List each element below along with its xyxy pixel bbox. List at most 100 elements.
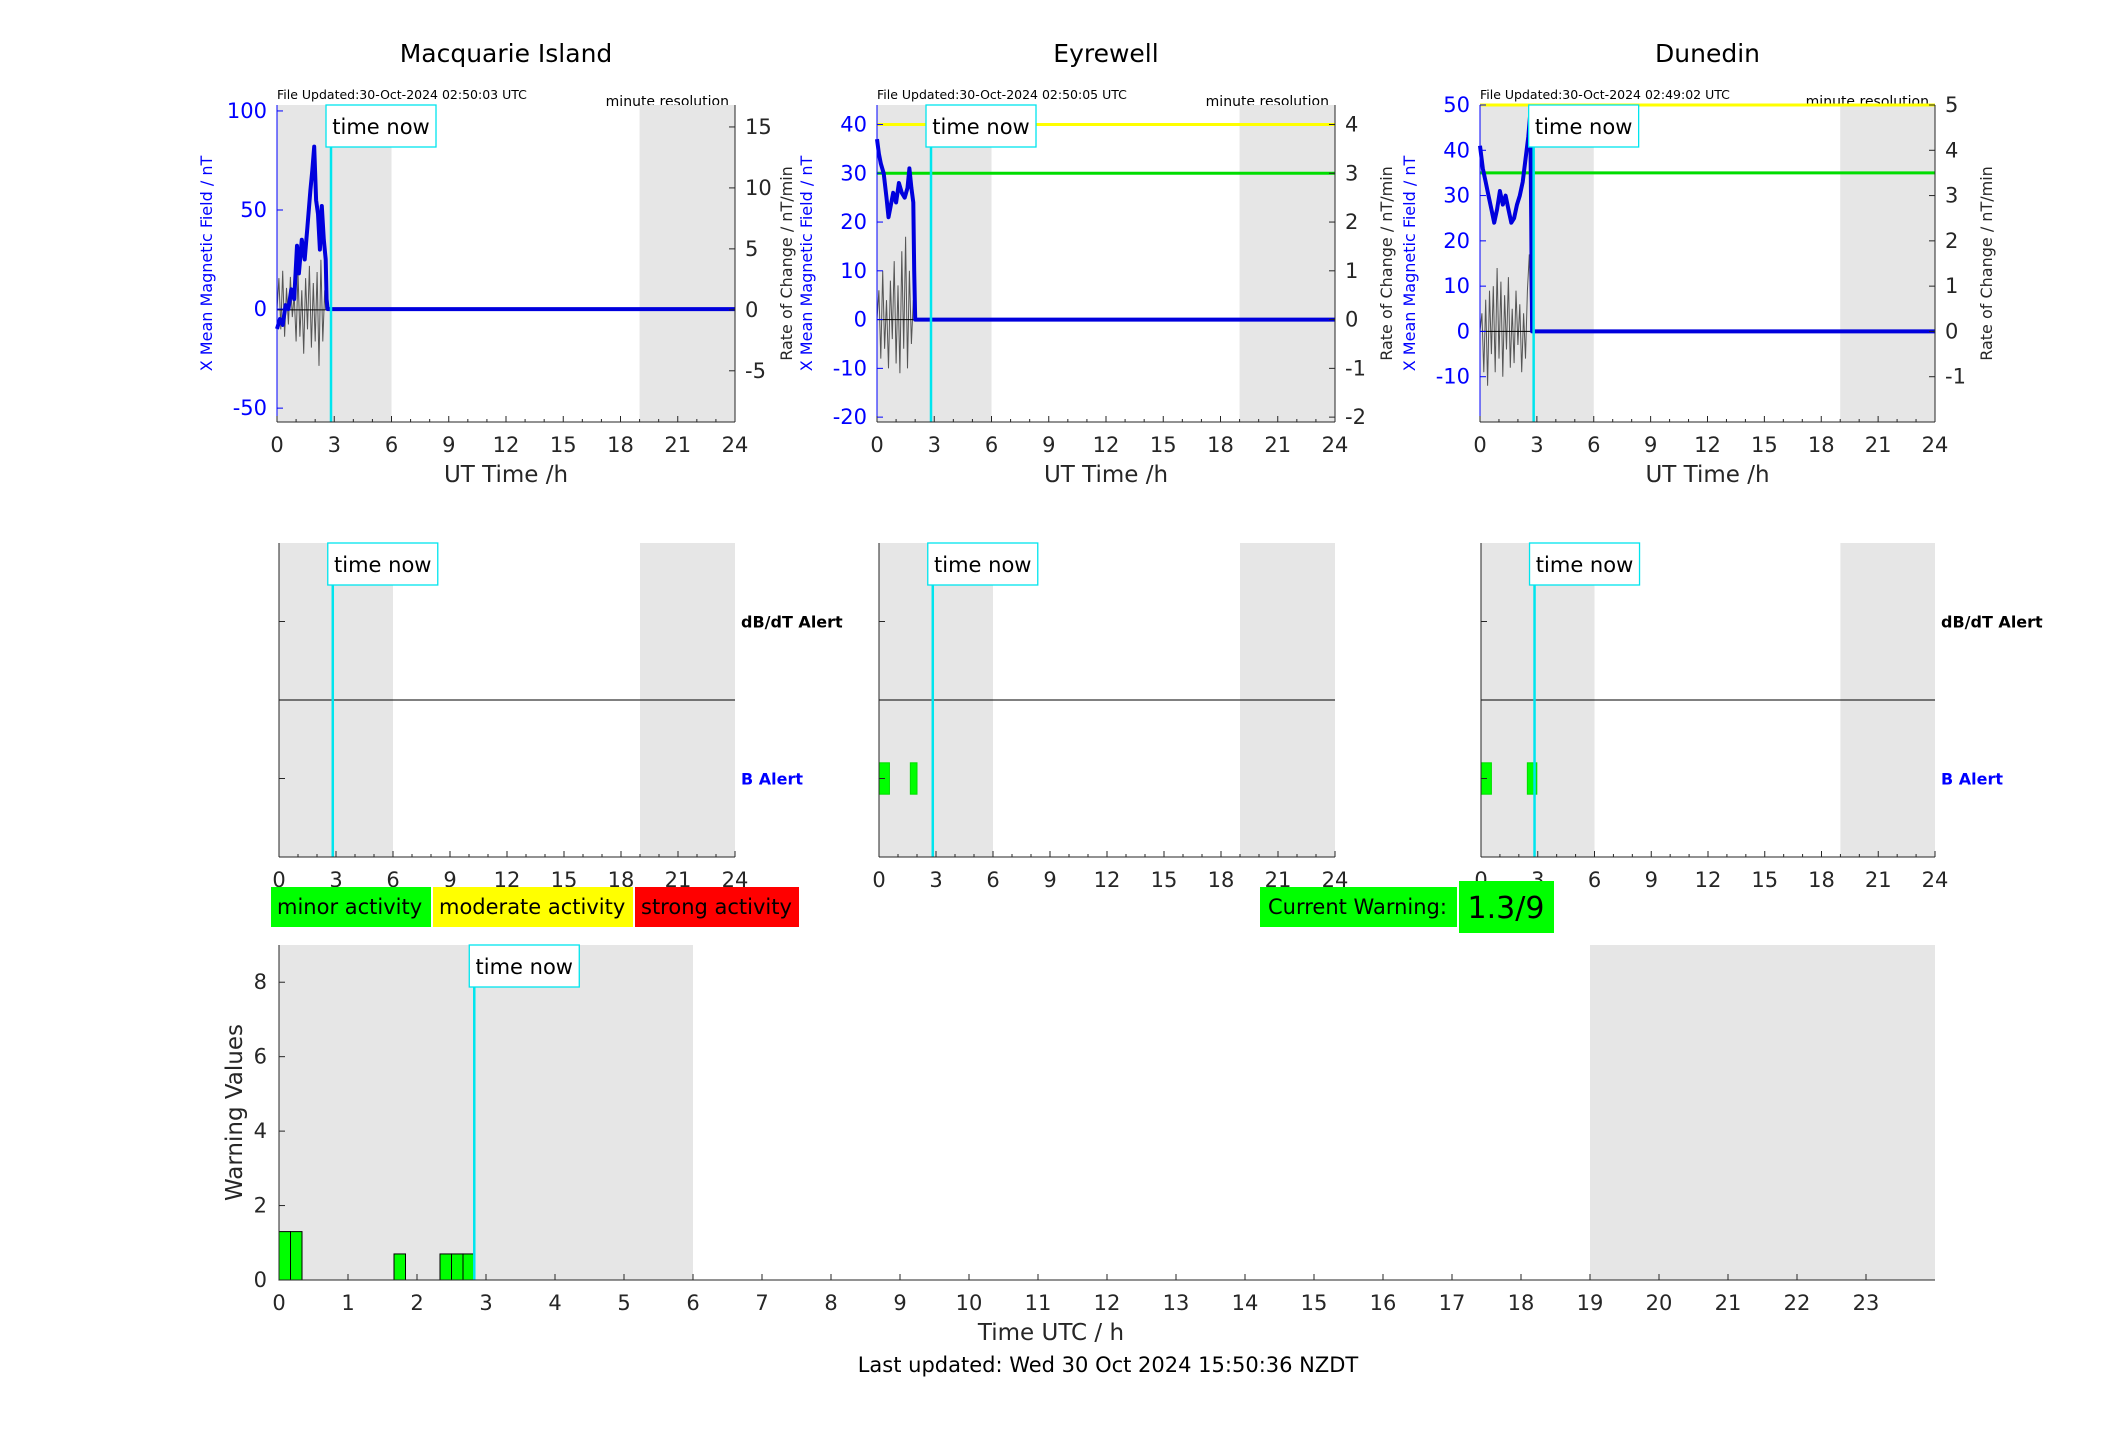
y-left-tick-label: 20 bbox=[1443, 229, 1470, 253]
current-warning-label-box bbox=[1260, 887, 1457, 927]
time-now-label-box bbox=[468, 944, 580, 988]
station-title: Dunedin bbox=[1655, 39, 1760, 68]
dbdt-alert-label: dB/dT Alert bbox=[741, 613, 843, 632]
x-tick-label: 21 bbox=[1865, 433, 1892, 457]
rate-of-change-line bbox=[876, 236, 916, 374]
b-alert-block bbox=[909, 762, 918, 795]
y-tick-label: 2 bbox=[254, 1194, 267, 1218]
y-right-tick-label: 3 bbox=[1345, 161, 1358, 185]
x-tick-label: 19 bbox=[1577, 1291, 1604, 1315]
y-tick-label: 4 bbox=[254, 1119, 267, 1143]
x-tick-label: 15 bbox=[1151, 868, 1178, 892]
y-left-axis-label: X Mean Magnetic Field / nT bbox=[1400, 156, 1419, 372]
x-tick-label: 5 bbox=[617, 1291, 630, 1315]
warning-bar bbox=[462, 1253, 476, 1281]
y-right-tick-label: -5 bbox=[745, 359, 766, 383]
x-tick-label: 6 bbox=[386, 868, 399, 892]
y-right-tick-label: 2 bbox=[1345, 210, 1358, 234]
file-updated-label: File Updated:30-Oct-2024 02:50:05 UTC bbox=[877, 87, 1127, 102]
y-right-tick-label: 1 bbox=[1945, 274, 1958, 298]
y-right-tick-label: 0 bbox=[1345, 308, 1358, 332]
x-tick-label: 3 bbox=[329, 868, 342, 892]
y-left-tick-label: 50 bbox=[1443, 93, 1470, 117]
x-mean-field-line bbox=[275, 144, 735, 330]
legend-strong-swatch bbox=[635, 887, 799, 927]
x-tick-label: 3 bbox=[928, 433, 941, 457]
time-now-label-box bbox=[1528, 104, 1640, 148]
activity-legend: minor activity moderate activity strong ac… bbox=[271, 887, 799, 927]
x-tick-label: 9 bbox=[1644, 433, 1657, 457]
y-right-tick-label: 1 bbox=[1345, 259, 1358, 283]
y-right-tick-label: 3 bbox=[1945, 184, 1958, 208]
night-shading-band bbox=[877, 105, 992, 422]
x-tick-label: 10 bbox=[956, 1291, 983, 1315]
x-tick-label: 3 bbox=[328, 433, 341, 457]
y-left-tick-label: -10 bbox=[833, 356, 867, 380]
b-alert-label: B Alert bbox=[1941, 770, 2003, 789]
y-right-tick-label: 5 bbox=[745, 237, 758, 261]
b-alert-label: B Alert bbox=[741, 770, 803, 789]
x-tick-label: 18 bbox=[1208, 868, 1235, 892]
time-now-label-box bbox=[325, 104, 437, 148]
x-tick-label: 0 bbox=[272, 1291, 285, 1315]
x-tick-label: 3 bbox=[1530, 433, 1543, 457]
dbdt-alert-label: dB/dT Alert bbox=[1941, 613, 2043, 632]
time-now-label: time now bbox=[1535, 115, 1632, 139]
y-left-tick-label: 10 bbox=[1443, 274, 1470, 298]
current-warning: Current Warning: 1.3/9 bbox=[1260, 881, 1554, 933]
x-tick-label: 15 bbox=[1751, 433, 1778, 457]
y-axis-label: Warning Values bbox=[222, 1024, 248, 1201]
y-right-axis-label: Rate of Change / nT/min bbox=[777, 166, 796, 361]
night-shading-band bbox=[1840, 105, 1935, 422]
x-tick-label: 15 bbox=[1751, 868, 1778, 892]
y-left-tick-label: 40 bbox=[1443, 138, 1470, 162]
warning-bar bbox=[278, 1231, 292, 1281]
y-tick-label: 8 bbox=[254, 970, 267, 994]
x-tick-label: 18 bbox=[607, 433, 634, 457]
y-left-tick-label: -10 bbox=[1436, 365, 1470, 389]
x-tick-label: 0 bbox=[870, 433, 883, 457]
legend-strong-label: strong activity bbox=[641, 895, 792, 919]
time-now-label: time now bbox=[932, 115, 1029, 139]
x-tick-label: 9 bbox=[893, 1291, 906, 1315]
x-tick-label: 12 bbox=[1695, 868, 1722, 892]
x-tick-label: 18 bbox=[1808, 433, 1835, 457]
time-now-label-box bbox=[925, 104, 1037, 148]
y-left-axis-label: X Mean Magnetic Field / nT bbox=[197, 156, 216, 372]
y-right-tick-label: -1 bbox=[1345, 356, 1366, 380]
y-left-tick-label: 30 bbox=[840, 161, 867, 185]
x-tick-label: 18 bbox=[1207, 433, 1234, 457]
x-tick-label: 21 bbox=[1264, 433, 1291, 457]
night-shading-band bbox=[639, 105, 735, 422]
y-right-tick-label: -2 bbox=[1345, 405, 1366, 429]
x-tick-label: 4 bbox=[548, 1291, 561, 1315]
y-right-tick-label: 0 bbox=[745, 298, 758, 322]
x-tick-label: 22 bbox=[1784, 1291, 1811, 1315]
x-mean-field-line bbox=[875, 138, 1335, 322]
y-tick-label: 6 bbox=[254, 1045, 267, 1069]
y-tick-label: 0 bbox=[254, 1268, 267, 1292]
x-tick-label: 6 bbox=[1587, 433, 1600, 457]
current-warning-value-box bbox=[1459, 881, 1554, 933]
current-warning-label: Current Warning: bbox=[1268, 895, 1447, 919]
x-tick-label: 13 bbox=[1163, 1291, 1190, 1315]
legend-minor-swatch bbox=[271, 887, 431, 927]
time-now-label-box bbox=[927, 542, 1039, 586]
x-tick-label: 9 bbox=[443, 868, 456, 892]
time-now-label: time now bbox=[334, 553, 431, 577]
last-updated: Last updated: Wed 30 Oct 2024 15:50:36 N… bbox=[858, 1353, 1359, 1377]
y-right-tick-label: 4 bbox=[1345, 113, 1358, 137]
x-tick-label: 18 bbox=[1508, 1291, 1535, 1315]
x-tick-label: 6 bbox=[385, 433, 398, 457]
warning-bar bbox=[393, 1253, 407, 1281]
x-tick-label: 0 bbox=[872, 868, 885, 892]
y-left-axis-label: X Mean Magnetic Field / nT bbox=[797, 156, 816, 372]
x-tick-label: 12 bbox=[1694, 433, 1721, 457]
x-axis-label: Time UTC / h bbox=[977, 1320, 1124, 1346]
x-tick-label: 12 bbox=[1094, 1291, 1121, 1315]
x-tick-label: 15 bbox=[550, 433, 577, 457]
